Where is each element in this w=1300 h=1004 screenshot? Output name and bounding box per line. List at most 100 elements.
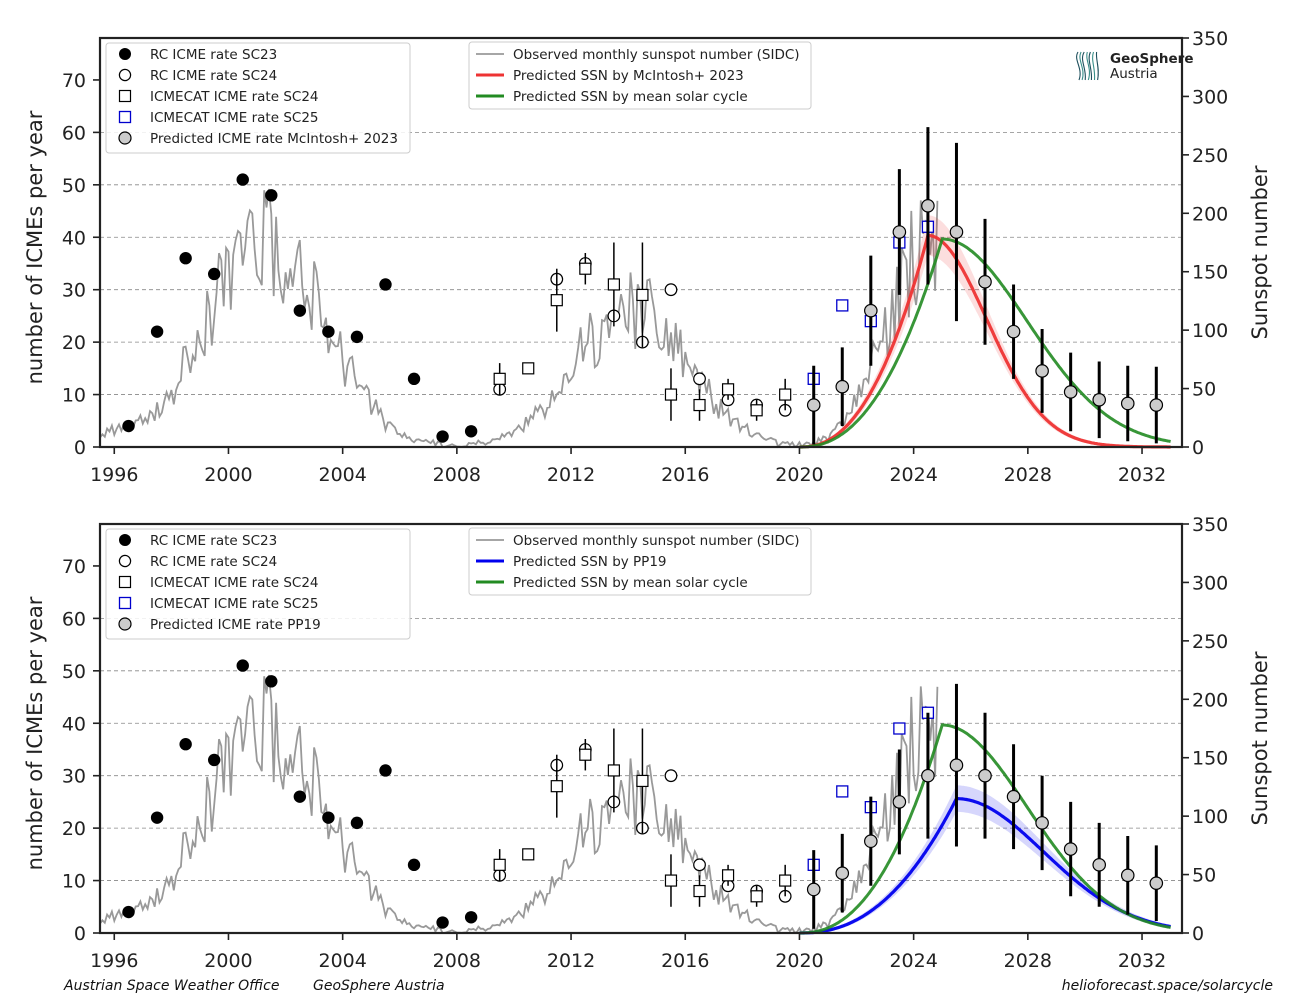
data-point — [379, 764, 392, 777]
data-point — [1006, 324, 1021, 339]
legend-label: RC ICME rate SC24 — [150, 554, 277, 570]
y2-tick-label: 300 — [1192, 86, 1228, 108]
data-point — [750, 404, 763, 417]
legend-label: Observed monthly sunspot number (SIDC) — [513, 533, 800, 549]
x-tick-label: 2032 — [1118, 950, 1166, 972]
legend-marker — [118, 617, 132, 631]
x-tick-label: 2016 — [661, 950, 709, 972]
series-grey-circle — [806, 683, 1164, 929]
legend-marker — [118, 131, 132, 145]
data-point — [265, 675, 278, 688]
y2-axis-label: Sunspot number — [1248, 651, 1272, 825]
data-point — [636, 288, 649, 302]
y2-ticks: 0 50 100 150 200 250 300 350 — [1182, 28, 1228, 459]
data-point — [1120, 396, 1135, 411]
data-point — [835, 866, 850, 881]
data-point — [806, 398, 821, 412]
observed-sunspot-line — [99, 674, 939, 935]
legend-box — [468, 527, 812, 596]
x-tick-label: 2004 — [318, 464, 366, 486]
data-point — [693, 858, 706, 872]
y-tick-label: 70 — [62, 556, 86, 578]
y2-axis-label: Sunspot number — [1248, 165, 1272, 339]
series-filled-circle — [122, 173, 478, 443]
y-tick-label: 60 — [62, 122, 86, 144]
data-point — [721, 869, 735, 882]
data-point — [1092, 393, 1107, 407]
data-point — [949, 758, 964, 773]
x-tick-label: 2000 — [204, 464, 252, 486]
x-tick-label: 2008 — [433, 950, 481, 972]
x-ticks: 1996 2000 2004 2008 2012 2016 2020 2024 2028 2032 — [90, 933, 1166, 972]
x-tick-label: 1996 — [90, 464, 138, 486]
legend-lines: Observed monthly sunspot number (SIDC) Pr… — [468, 41, 812, 110]
logo-wave-icon — [1079, 51, 1084, 81]
series-open-square — [493, 728, 792, 907]
legend-lines: Observed monthly sunspot number (SIDC) Pr… — [468, 527, 812, 596]
y2-tick-label: 350 — [1192, 28, 1228, 50]
data-point — [607, 278, 620, 291]
y2-tick-label: 50 — [1192, 865, 1216, 887]
x-tick-label: 2028 — [1004, 950, 1052, 972]
legend-label: Predicted SSN by mean solar cycle — [513, 575, 748, 591]
x-tick-label: 2024 — [889, 464, 937, 486]
data-point — [579, 262, 592, 275]
y-tick-label: 70 — [62, 70, 86, 92]
y2-tick-label: 250 — [1192, 631, 1228, 653]
legend-box — [105, 528, 411, 640]
data-point — [750, 890, 763, 903]
legend-label: ICMECAT ICME rate SC24 — [150, 575, 319, 591]
data-point — [407, 858, 421, 872]
data-point — [607, 764, 620, 777]
data-point — [236, 173, 249, 186]
series-grey-circle — [806, 127, 1164, 445]
data-point — [322, 325, 335, 338]
data-point — [293, 790, 307, 803]
data-point — [721, 383, 735, 396]
data-point — [179, 738, 192, 751]
data-point — [436, 916, 449, 929]
y-tick-label: 50 — [62, 661, 86, 683]
legend-label: Observed monthly sunspot number (SIDC) — [513, 47, 800, 63]
data-point — [664, 283, 678, 297]
data-point — [322, 811, 335, 824]
footer-left-agency: GeoSphere Austria — [313, 978, 445, 994]
chart-panel-bottom: 1996 2000 2004 2008 2012 2016 2020 2024 2028 2032… — [23, 514, 1272, 972]
y-axis-label: number of ICMEs per year — [23, 596, 47, 870]
series-filled-circle — [122, 659, 478, 929]
data-point — [493, 858, 506, 871]
x-tick-label: 2028 — [1004, 464, 1052, 486]
y-ticks: 0 10 20 30 40 50 60 70 — [62, 556, 100, 945]
data-point — [836, 785, 849, 798]
y2-tick-label: 200 — [1192, 203, 1228, 225]
x-tick-label: 2020 — [775, 950, 823, 972]
observed-sunspot-line — [99, 188, 939, 449]
data-point — [864, 303, 878, 318]
data-point — [1035, 816, 1049, 830]
legend-box — [468, 41, 812, 110]
data-point — [1035, 364, 1049, 378]
prediction-band-blue — [799, 785, 1171, 933]
legend-marker — [118, 89, 132, 103]
data-point — [550, 780, 563, 793]
y2-tick-label: 300 — [1192, 572, 1228, 594]
legend-markers: RC ICME rate SC23 RC ICME rate SC24 ICMECA… — [105, 528, 411, 640]
data-point — [1149, 398, 1164, 412]
legend-label: Predicted ICME rate PP19 — [150, 617, 321, 633]
data-point — [150, 325, 164, 338]
data-point — [407, 372, 421, 386]
data-point — [779, 874, 792, 887]
data-point — [921, 198, 935, 213]
legend-label: ICMECAT ICME rate SC24 — [150, 89, 319, 105]
y2-tick-label: 100 — [1192, 320, 1228, 342]
data-point — [379, 278, 392, 291]
data-point — [464, 425, 478, 438]
x-tick-label: 1996 — [90, 950, 138, 972]
legend-marker — [118, 554, 132, 568]
data-point — [122, 419, 135, 433]
y-tick-label: 10 — [62, 871, 86, 893]
data-point — [664, 388, 678, 401]
plot-frame — [98, 522, 1184, 935]
